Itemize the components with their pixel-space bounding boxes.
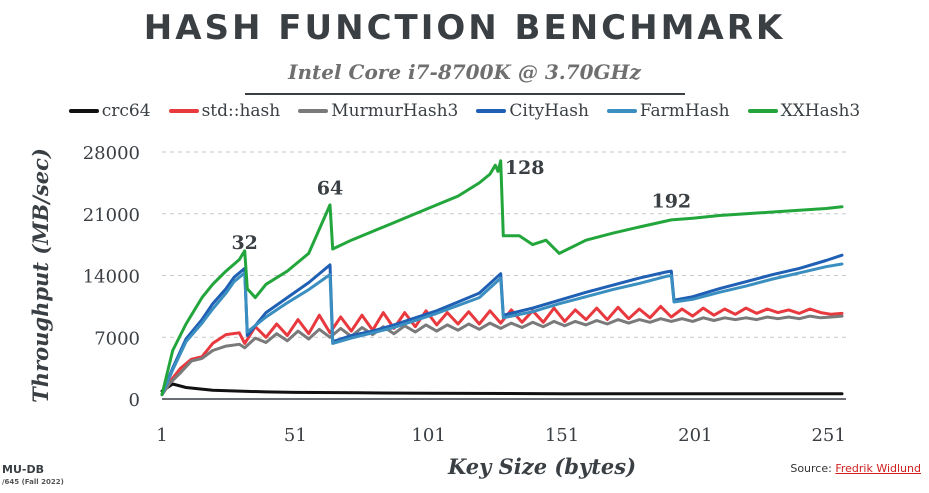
legend-label: CityHash — [509, 101, 589, 121]
annotation-label: 128 — [505, 157, 545, 179]
x-tick-label: 251 — [811, 425, 845, 446]
series-line-xxhash3 — [160, 159, 844, 397]
annotation-label: 32 — [231, 232, 257, 254]
chart-title: HASH FUNCTION BENCHMARK — [143, 8, 786, 48]
title-divider — [245, 93, 685, 95]
legend-item: MurmurHash3 — [298, 101, 458, 121]
source-credit: Source: Fredrik Widlund — [790, 462, 921, 475]
series-line-farmhash — [160, 262, 844, 397]
legend-item: XXHash3 — [747, 101, 861, 121]
legend-swatch — [747, 109, 778, 113]
legend-item: crc64 — [68, 101, 151, 121]
footer-branding: MU-DB /645 (Fall 2022) — [2, 463, 64, 489]
legend-swatch — [476, 109, 507, 113]
y-tick-label: 28000 — [83, 143, 140, 164]
legend-item: CityHash — [476, 101, 589, 121]
legend-item: std::hash — [168, 101, 281, 121]
series-line-cityhash — [160, 253, 844, 397]
legend-label: MurmurHash3 — [331, 101, 459, 121]
series-line-crc64 — [160, 382, 844, 396]
annotation-label: 192 — [651, 191, 691, 213]
legend-swatch — [298, 109, 329, 113]
x-tick-label: 101 — [411, 425, 445, 446]
x-axis-label: Key Size (bytes) — [447, 454, 636, 479]
x-tick-label: 201 — [678, 425, 712, 446]
x-tick-label: 51 — [284, 425, 307, 446]
footer-line2: /645 (Fall 2022) — [2, 478, 64, 486]
legend: crc64 std::hash MurmurHash3 CityHash FarmHas… — [0, 101, 929, 121]
y-tick-label: 0 — [129, 390, 140, 411]
chart-subtitle: Intel Core i7-8700K @ 3.70GHz — [288, 60, 641, 84]
y-axis-label: Throughput (MB/sec) — [28, 148, 53, 403]
legend-label: crc64 — [101, 101, 151, 121]
legend-label: XXHash3 — [780, 101, 861, 121]
legend-item: FarmHash — [606, 101, 730, 121]
x-tick-label: 151 — [545, 425, 579, 446]
x-tick-label: 1 — [156, 425, 167, 446]
legend-swatch — [68, 109, 99, 113]
y-tick-label: 14000 — [83, 267, 140, 288]
series-line-std-hash — [160, 304, 844, 397]
source-label: Source: — [790, 462, 836, 475]
legend-swatch — [168, 109, 199, 113]
source-link[interactable]: Fredrik Widlund — [835, 462, 921, 475]
legend-label: std::hash — [201, 101, 281, 121]
series-line-murmurhash3 — [160, 314, 844, 397]
y-tick-label: 7000 — [94, 328, 140, 349]
footer-line1: MU-DB — [2, 463, 44, 476]
legend-swatch — [606, 109, 637, 113]
annotation-label: 64 — [317, 177, 343, 199]
legend-label: FarmHash — [639, 101, 730, 121]
y-tick-label: 21000 — [83, 205, 140, 226]
